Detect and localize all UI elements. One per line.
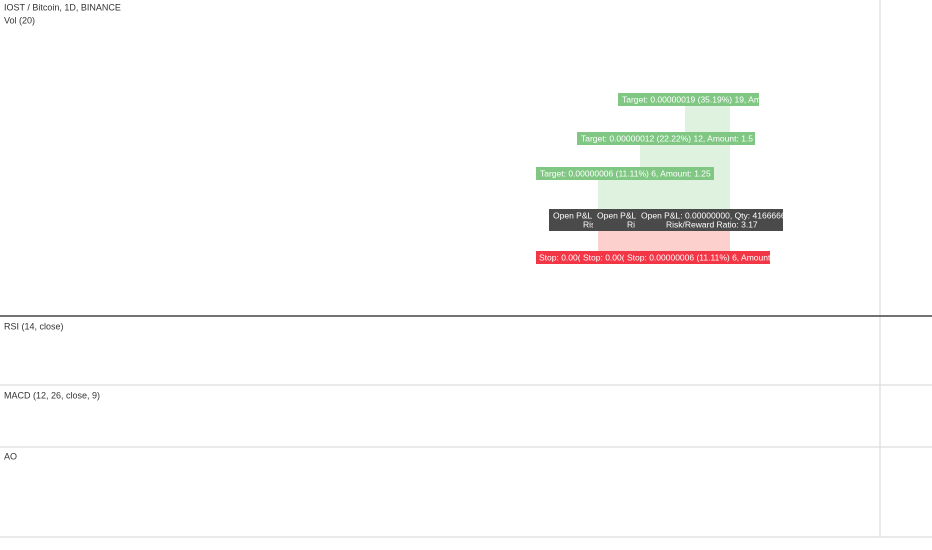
target-label-box (618, 93, 759, 106)
stop-label-box (624, 251, 770, 264)
ao-title: AO (4, 451, 17, 461)
target-label-box (577, 132, 755, 145)
macd-title: MACD (12, 26, close, 9) (4, 390, 100, 400)
pnl-text: Open P&L: 0.00000000, Qty: 4166666 (641, 210, 786, 220)
symbol-title: IOST / Bitcoin, 1D, BINANCE (4, 2, 121, 12)
volume-title: Vol (20) (4, 15, 35, 25)
target-label-box (536, 167, 714, 180)
pnl-text: Risk/Reward Ratio: 3.17 (666, 219, 758, 229)
target-label: Target: 0.00000006 (11.11%) 6, Amount: 1… (540, 168, 711, 178)
pnl-text: Ris (583, 219, 595, 229)
target-zone (598, 174, 730, 215)
target-label: Target: 0.00000012 (22.22%) 12, Amount: … (581, 133, 753, 143)
pnl-box (549, 209, 594, 231)
pnl-text: Ri (627, 219, 635, 229)
target-label: Target: 0.00000019 (35.19%) 19, Amount: … (622, 94, 799, 104)
pnl-text: Open P&L: (597, 210, 639, 220)
pnl-box (593, 209, 638, 231)
stop-label-box (580, 251, 624, 264)
stop-label: Stop: 0.00( (583, 252, 625, 262)
stop-label-box (536, 251, 580, 264)
stop-label: Stop: 0.00( (539, 252, 581, 262)
rsi-title: RSI (14, close) (4, 321, 64, 331)
pnl-text: Open P&L: (553, 210, 595, 220)
pnl-box (637, 209, 783, 231)
stop-label: Stop: 0.00000006 (11.11%) 6, Amount: 0.7… (627, 252, 792, 262)
